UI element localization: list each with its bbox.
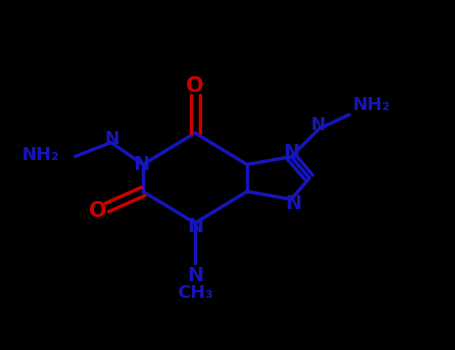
- Text: N: N: [187, 266, 203, 285]
- Text: CH₃: CH₃: [177, 284, 213, 302]
- Text: N: N: [133, 155, 149, 174]
- Text: N: N: [187, 217, 203, 236]
- Text: N: N: [285, 194, 301, 213]
- Text: NH₂: NH₂: [352, 96, 390, 114]
- Text: O: O: [89, 201, 107, 220]
- Text: N: N: [311, 116, 326, 134]
- Text: NH₂: NH₂: [21, 147, 59, 164]
- Text: O: O: [186, 76, 204, 96]
- Text: N: N: [283, 143, 299, 162]
- Text: N: N: [105, 131, 120, 148]
